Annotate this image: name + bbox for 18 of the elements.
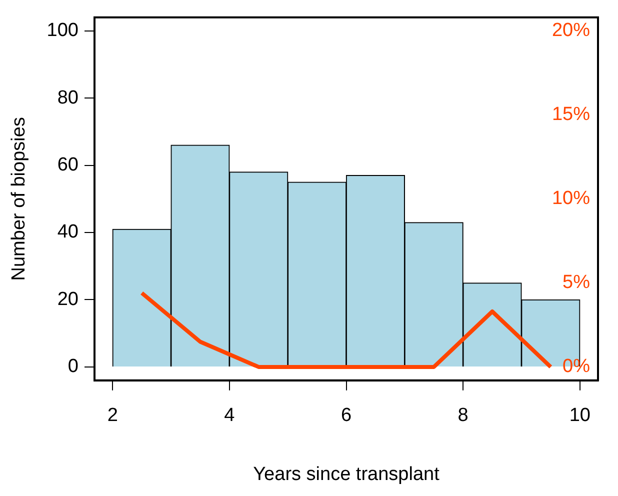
y2-tick-label: 0% bbox=[562, 356, 590, 378]
x-tick-label: 2 bbox=[107, 405, 118, 426]
y-tick-label: 40 bbox=[57, 222, 78, 243]
y-axis-title: Number of biopsies bbox=[8, 117, 30, 281]
y-tick-label: 20 bbox=[57, 288, 78, 310]
y-tick-label: 0 bbox=[68, 356, 78, 378]
y2-tick-label: 15% bbox=[552, 104, 590, 126]
y2-tick-label: 5% bbox=[562, 272, 590, 294]
y-tick-label: 100 bbox=[46, 20, 78, 42]
x-tick-label: 8 bbox=[458, 405, 468, 426]
y-tick-label: 80 bbox=[57, 87, 78, 108]
x-tick-label: 10 bbox=[569, 405, 590, 426]
y2-tick-label: 10% bbox=[552, 188, 590, 210]
y2-tick-label: 20% bbox=[552, 20, 590, 42]
y-tick-label: 60 bbox=[57, 154, 78, 176]
x-tick-label: 6 bbox=[340, 405, 352, 426]
x-axis-title: Years since transplant bbox=[253, 464, 440, 485]
x-tick-label: 4 bbox=[224, 405, 236, 426]
